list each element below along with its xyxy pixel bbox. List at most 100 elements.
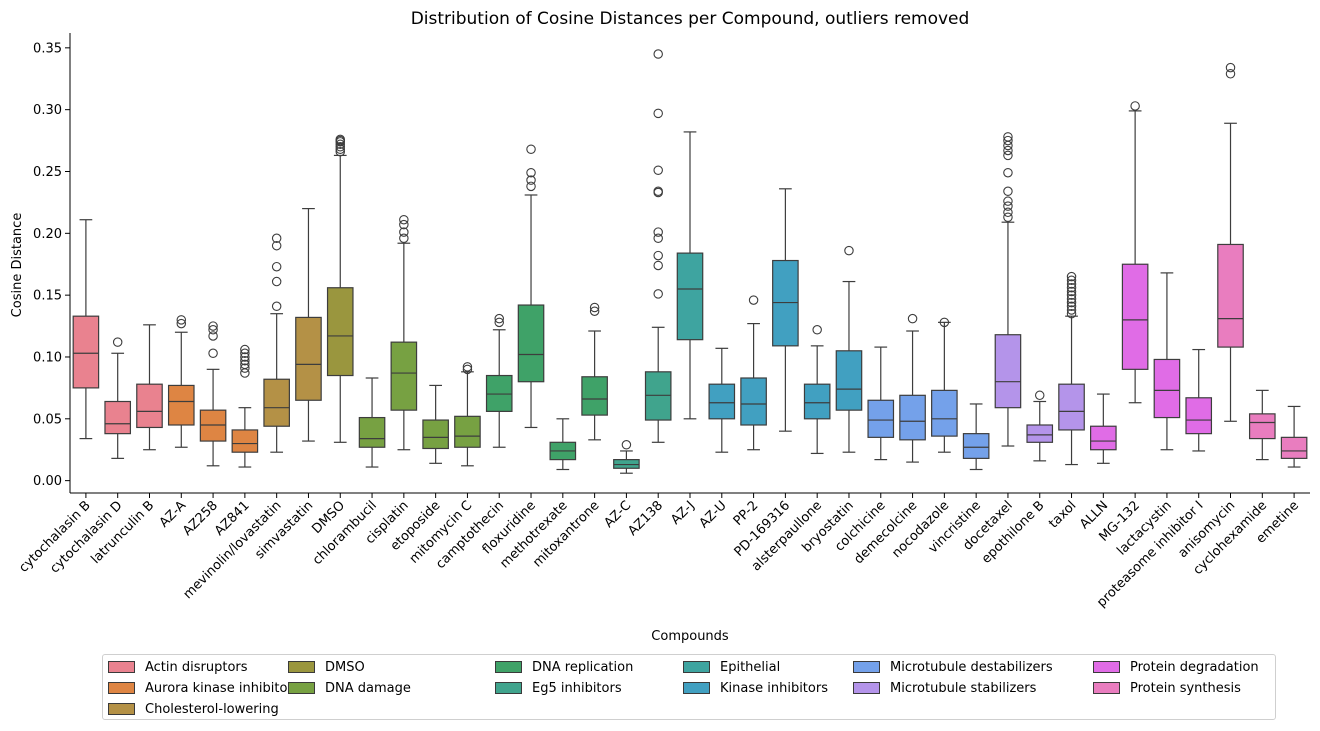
y-tick-label: 0.00 [33,474,62,489]
box [454,415,481,448]
outlier-point [208,331,218,341]
outlier-point [748,295,759,305]
legend-swatch [108,703,135,715]
legend-swatch [683,661,710,673]
box [772,259,799,347]
box [231,429,259,453]
x-tick-label: taxol [1046,498,1079,531]
outlier-point [1003,145,1013,156]
legend-swatch [495,661,522,673]
outlier-point [240,348,250,359]
outlier-point [1225,62,1236,73]
outlier-point [1066,301,1077,312]
legend-item: Protein degradation [1093,658,1259,676]
legend-item: Cholesterol-lowering [108,700,279,718]
box [326,287,354,377]
x-tick-label: AZ-U [697,498,730,531]
box [358,416,386,448]
outlier-point [335,146,346,157]
box [708,383,736,420]
outlier-point [653,108,663,119]
outlier-point [240,359,250,370]
outlier-point [844,245,854,256]
outlier-point [526,181,536,192]
legend-item: Eg5 inhibitors [495,679,622,697]
legend-label: Protein degradation [1130,659,1259,675]
outlier-point [1003,207,1013,218]
box [1090,425,1117,451]
legend-swatch [495,682,522,694]
legend-item: Protein synthesis [1093,679,1241,697]
outlier-point [335,139,346,150]
outlier-point [240,344,250,355]
outlier-point [399,233,409,244]
outlier-point [1066,282,1077,293]
outlier-point [1003,186,1013,197]
outlier-point [1066,271,1077,282]
legend-item: DNA damage [288,679,411,697]
box [899,394,926,441]
box-plot-chart: Distribution of Cosine Distances per Com… [10,9,1310,644]
legend-item: Actin disruptors [108,658,248,676]
legend-swatch [683,682,710,694]
x-tick-label: AZ-J [668,498,698,528]
legend-swatch [108,682,135,694]
box [136,383,163,429]
legend-item: Epithelial [683,658,780,676]
outlier-point [1003,196,1013,206]
y-axis-label: Cosine Distance [10,213,25,318]
box [994,334,1022,409]
legend-label: Kinase inhibitors [720,680,828,696]
legend-swatch [1093,661,1120,673]
box [740,377,767,426]
outlier-point [589,302,600,313]
outlier-point [208,321,218,331]
outlier-point [399,227,409,237]
box [1026,424,1054,443]
outlier-point [1003,150,1013,161]
legend-item: Microtubule stabilizers [853,679,1036,697]
outlier-point [335,142,346,152]
box [644,371,672,421]
outlier-point [589,306,600,316]
box [962,433,990,459]
outlier-point [335,134,346,145]
outlier-point [271,240,282,251]
box [1280,436,1308,459]
chart-title: Distribution of Cosine Distances per Com… [411,9,970,29]
outlier-point [907,313,918,324]
outlier-point [653,49,663,59]
outlier-point [812,325,822,335]
legend: Actin disruptors Aurora kinase inhibitors… [102,654,1276,720]
outlier-point [653,186,663,197]
plot-area: 0.000.050.100.150.200.250.300.35cytochal… [16,33,1310,610]
legend-label: Aurora kinase inhibitors [145,680,300,696]
legend-label: Protein synthesis [1130,680,1241,696]
box [613,459,640,469]
outlier-point [271,276,282,287]
outlier-point [1003,167,1013,178]
box [263,378,290,427]
legend-label: DNA damage [325,680,411,696]
outlier-point [208,325,218,335]
outlier-point [1066,297,1077,308]
outlier-point [1034,390,1045,401]
outlier-point [399,219,409,230]
legend-item: Aurora kinase inhibitors [108,679,300,697]
box [676,252,704,341]
outlier-point [240,363,250,373]
legend-label: Epithelial [720,659,781,675]
outlier-point [653,233,663,244]
outlier-point [1225,69,1236,79]
legend-label: DNA replication [532,659,634,675]
outlier-point [271,261,282,272]
outlier-point [653,227,663,237]
outlier-point [653,289,663,299]
outlier-point [240,352,250,362]
outlier-point [271,233,282,244]
x-axis-label: Compounds [651,629,729,644]
y-tick-label: 0.30 [33,103,62,118]
outlier-point [176,318,187,329]
legend-item: Microtubule destabilizers [853,658,1053,676]
box [581,376,608,416]
